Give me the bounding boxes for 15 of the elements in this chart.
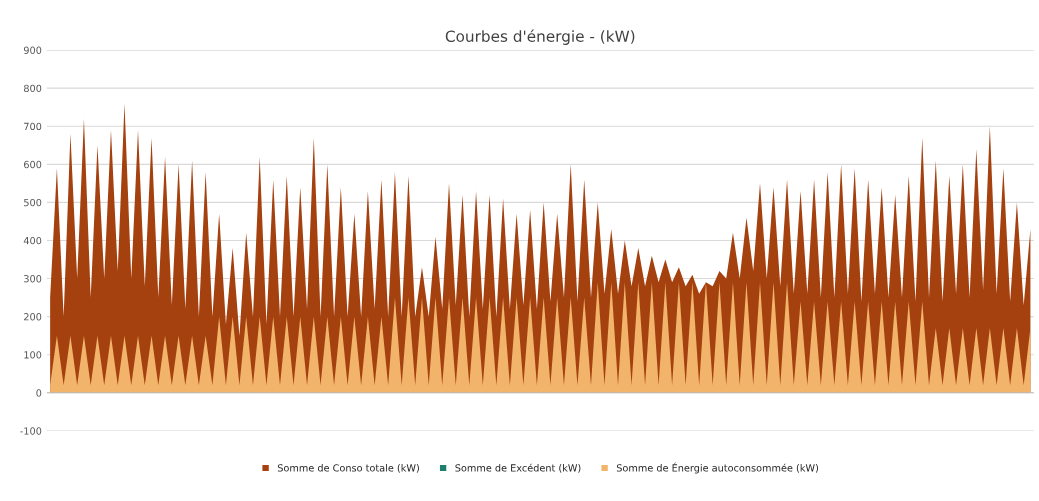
y-tick-label: -100 bbox=[20, 427, 42, 435]
y-tick-label: 400 bbox=[23, 236, 42, 245]
y-tick-label: 800 bbox=[24, 84, 42, 93]
legend-label: Somme de Excédent (kW) bbox=[455, 463, 581, 473]
y-tick-label: 600 bbox=[24, 160, 42, 169]
y-tick-label: 0 bbox=[36, 389, 42, 397]
legend-label: Somme de Conso totale (kW) bbox=[277, 464, 419, 473]
y-tick-label: 300 bbox=[24, 275, 42, 283]
chart-title: Courbes d'énergie - (kW) bbox=[445, 29, 635, 45]
y-tick-label: 900 bbox=[23, 46, 42, 54]
y-tick-label: 100 bbox=[24, 351, 42, 359]
y-tick-label: 500 bbox=[24, 198, 42, 207]
y-tick-label: 200 bbox=[24, 313, 42, 321]
y-tick-label: 700 bbox=[24, 122, 42, 131]
legend-label: Somme de Énergie autoconsommée (kW) bbox=[616, 462, 819, 474]
